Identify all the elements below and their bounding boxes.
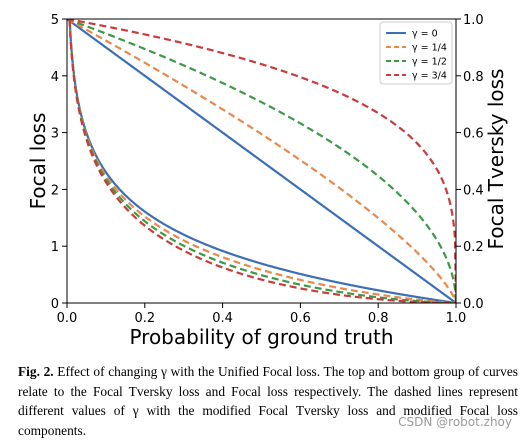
x-tick-label-0: 0.0 (57, 311, 78, 326)
y-right-tick-label-3: 0.6 (463, 127, 484, 142)
focal-tversky-line-2 (67, 19, 456, 303)
y-left-tick-label-0: 0 (51, 297, 59, 312)
y-right-tick-label-1: 0.2 (463, 240, 484, 255)
x-tick-label-5: 1.0 (446, 311, 467, 326)
legend-box (379, 21, 453, 85)
y-left-tick-label-5: 5 (51, 13, 59, 28)
y-axis-right-label: Focal Tversky loss (484, 69, 508, 250)
chart-svg: 0.0 0.2 0.4 0.6 0.8 1.0 0 1 2 3 4 5 0.0 0.2 0.4 0.6 0.8 1… (26, 13, 508, 349)
x-tick-label-3: 0.6 (290, 311, 311, 326)
x-tick-label-2: 0.4 (212, 311, 233, 326)
focal-tversky-line-0 (67, 19, 456, 303)
y-left-tick-label-1: 1 (51, 240, 59, 255)
legend-label-2: γ = 1/2 (412, 57, 447, 68)
y-left-tick-label-3: 3 (51, 127, 59, 142)
y-right-tick-label-2: 0.4 (463, 183, 484, 198)
focal-line-3 (68, 20, 456, 303)
legend-label-3: γ = 3/4 (412, 71, 447, 82)
plot-frame (66, 18, 457, 304)
y-right-tick-label-4: 0.8 (463, 70, 484, 85)
watermark: CSDN @robot.zhoy (398, 415, 512, 429)
focal-line-0 (68, 19, 456, 303)
x-axis-label: Probability of ground truth (129, 325, 393, 349)
y-axis-left-label: Focal loss (26, 113, 50, 210)
legend-label-1: γ = 1/4 (412, 43, 447, 54)
figure-caption: Fig. 2. Effect of changing γ with the Un… (18, 362, 518, 440)
y-right-tick-label-5: 1.0 (463, 13, 484, 28)
caption-label: Fig. 2. (18, 364, 54, 379)
y-left-tick-label-4: 4 (51, 70, 59, 85)
y-left-tick-label-2: 2 (51, 183, 59, 198)
focal-line-2 (68, 19, 456, 303)
focal-tversky-line-1 (67, 19, 456, 303)
y-right-tick-label-0: 0.0 (463, 297, 484, 312)
x-tick-label-4: 0.8 (368, 311, 389, 326)
caption-text: Effect of changing γ with the Unified Fo… (18, 364, 518, 438)
focal-tversky-line-3 (67, 19, 456, 303)
x-tick-label-1: 0.2 (134, 311, 155, 326)
legend-label-0: γ = 0 (412, 29, 438, 40)
